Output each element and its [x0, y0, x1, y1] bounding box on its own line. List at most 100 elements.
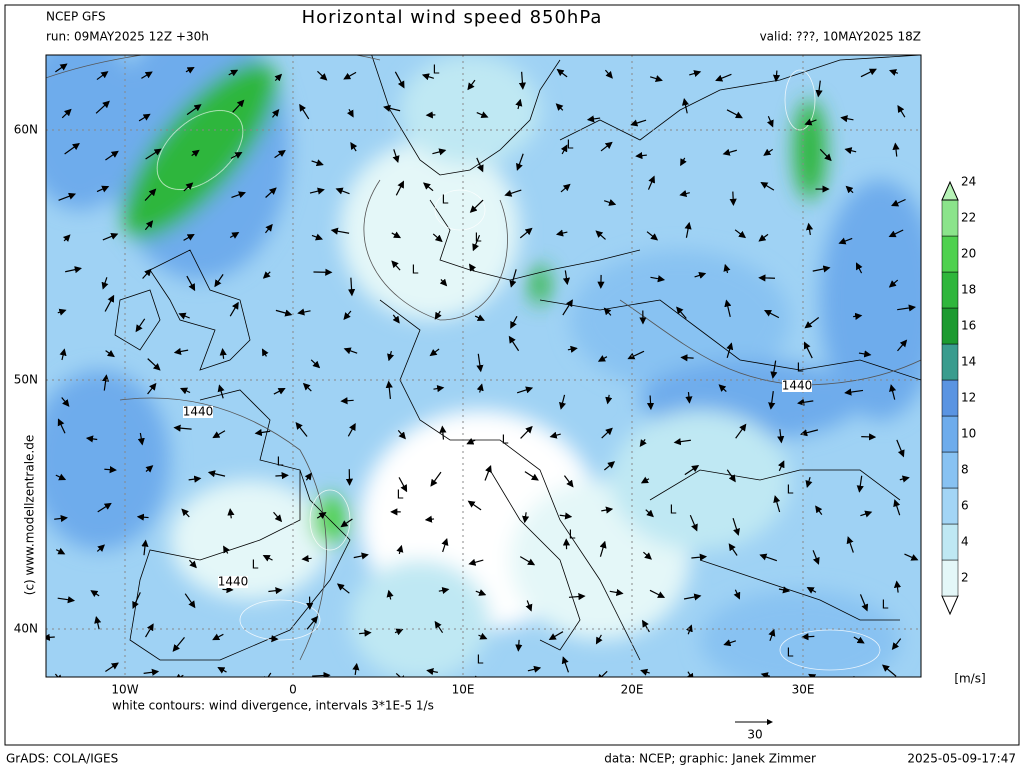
wind-arrow: [132, 592, 141, 609]
wind-arrow: [433, 385, 445, 393]
wind-arrow: [888, 229, 904, 238]
wind-arrow: [735, 423, 747, 439]
wind-arrow: [273, 511, 283, 523]
contour-label: 1440: [183, 405, 214, 419]
wind-arrow: [812, 550, 820, 565]
wind-arrow: [430, 471, 442, 487]
wind-arrow: [383, 104, 401, 112]
colorbar-swatch: [941, 523, 959, 561]
wind-arrow: [191, 149, 200, 157]
wind-arrow: [54, 514, 68, 523]
low-pressure-label: L: [502, 433, 509, 447]
wind-arrow: [679, 190, 690, 198]
contour-label: 1440: [218, 575, 249, 589]
colorbar-label: 10: [961, 427, 976, 441]
wind-arrow: [347, 108, 354, 118]
wind-arrow: [856, 475, 864, 493]
wind-arrow: [137, 432, 145, 446]
wind-arrow: [804, 118, 817, 126]
wind-arrow: [184, 593, 196, 609]
wind-arrow: [768, 391, 776, 410]
wind-arrow: [343, 347, 358, 355]
wind-arrow: [145, 148, 162, 160]
low-pressure-label: L: [787, 483, 794, 497]
wind-arrow: [274, 73, 283, 82]
wind-arrow: [429, 348, 440, 357]
wind-arrow: [97, 502, 112, 513]
wind-arrow: [681, 98, 690, 114]
wind-arrow: [178, 312, 190, 320]
wind-arrow: [143, 668, 160, 676]
wind-arrow: [392, 149, 400, 164]
wind-arrow: [101, 277, 109, 290]
wind-arrow: [309, 187, 325, 195]
colorbar-swatch: [941, 487, 959, 525]
wind-arrow: [423, 182, 434, 192]
low-pressure-label: L: [567, 138, 574, 152]
wind-arrow: [398, 477, 408, 493]
lon-label: 20E: [621, 683, 644, 697]
low-pressure-label: L: [433, 63, 440, 77]
wind-arrow: [586, 115, 601, 123]
wind-arrow: [230, 152, 243, 159]
wind-arrow: [229, 231, 240, 239]
colorbar-label: 20: [961, 247, 976, 261]
wind-arrow: [468, 263, 477, 272]
data-credit: data: NCEP; graphic: Janek Zimmer: [604, 752, 816, 766]
wind-arrow: [396, 544, 404, 555]
wind-arrow: [605, 394, 613, 405]
wind-arrow: [646, 231, 659, 241]
wind-arrow: [777, 460, 785, 472]
wind-arrow: [217, 384, 225, 399]
wind-arrow: [853, 312, 863, 320]
timestamp: 2025-05-09-17:47: [907, 752, 1016, 766]
wind-arrow: [726, 109, 743, 119]
wind-arrow: [600, 141, 613, 152]
wind-arrow: [186, 275, 196, 292]
wind-arrow: [55, 473, 67, 481]
wind-arrow: [524, 471, 539, 481]
wind-arrow: [805, 222, 814, 236]
wind-arrow: [726, 469, 736, 483]
wind-arrow: [604, 69, 613, 79]
wind-arrow: [262, 271, 271, 279]
wind-arrow: [347, 277, 356, 297]
wind-arrow: [466, 437, 476, 445]
wind-arrow: [467, 500, 482, 511]
wind-arrow: [815, 80, 823, 98]
credit: (c) www.modellzentrale.de: [23, 435, 37, 595]
wind-arrow: [391, 231, 402, 239]
wind-arrow: [777, 429, 785, 444]
wind-arrow: [892, 142, 900, 157]
colorbar-label: 6: [961, 499, 969, 513]
wind-arrow: [297, 308, 311, 316]
wind-arrow: [94, 616, 102, 630]
wind-arrow: [881, 664, 897, 677]
wind-arrow: [229, 301, 239, 317]
wind-arrow: [228, 69, 239, 77]
wind-arrow: [183, 233, 195, 241]
wind-arrow: [227, 508, 235, 519]
wind-arrow: [302, 382, 312, 392]
wind-arrow: [548, 631, 564, 640]
wind-arrow: [90, 590, 100, 598]
wind-arrow: [723, 639, 737, 647]
low-pressure-label: L: [252, 558, 259, 572]
wind-arrow: [684, 465, 700, 476]
wind-arrow: [561, 656, 570, 673]
colorbar-label: 24: [961, 175, 976, 189]
wind-arrow: [759, 553, 778, 562]
wind-arrow: [555, 229, 568, 237]
wind-arrow: [853, 636, 865, 644]
wind-arrow: [649, 75, 663, 83]
contour-label-box: [218, 576, 248, 588]
colorbar-swatch: [941, 415, 959, 453]
wind-arrow: [85, 435, 98, 443]
wind-arrow: [57, 418, 66, 434]
wind-arrow: [508, 335, 520, 352]
wind-arrow: [645, 509, 654, 518]
wind-arrow: [673, 438, 691, 446]
wind-arrow: [728, 543, 738, 556]
